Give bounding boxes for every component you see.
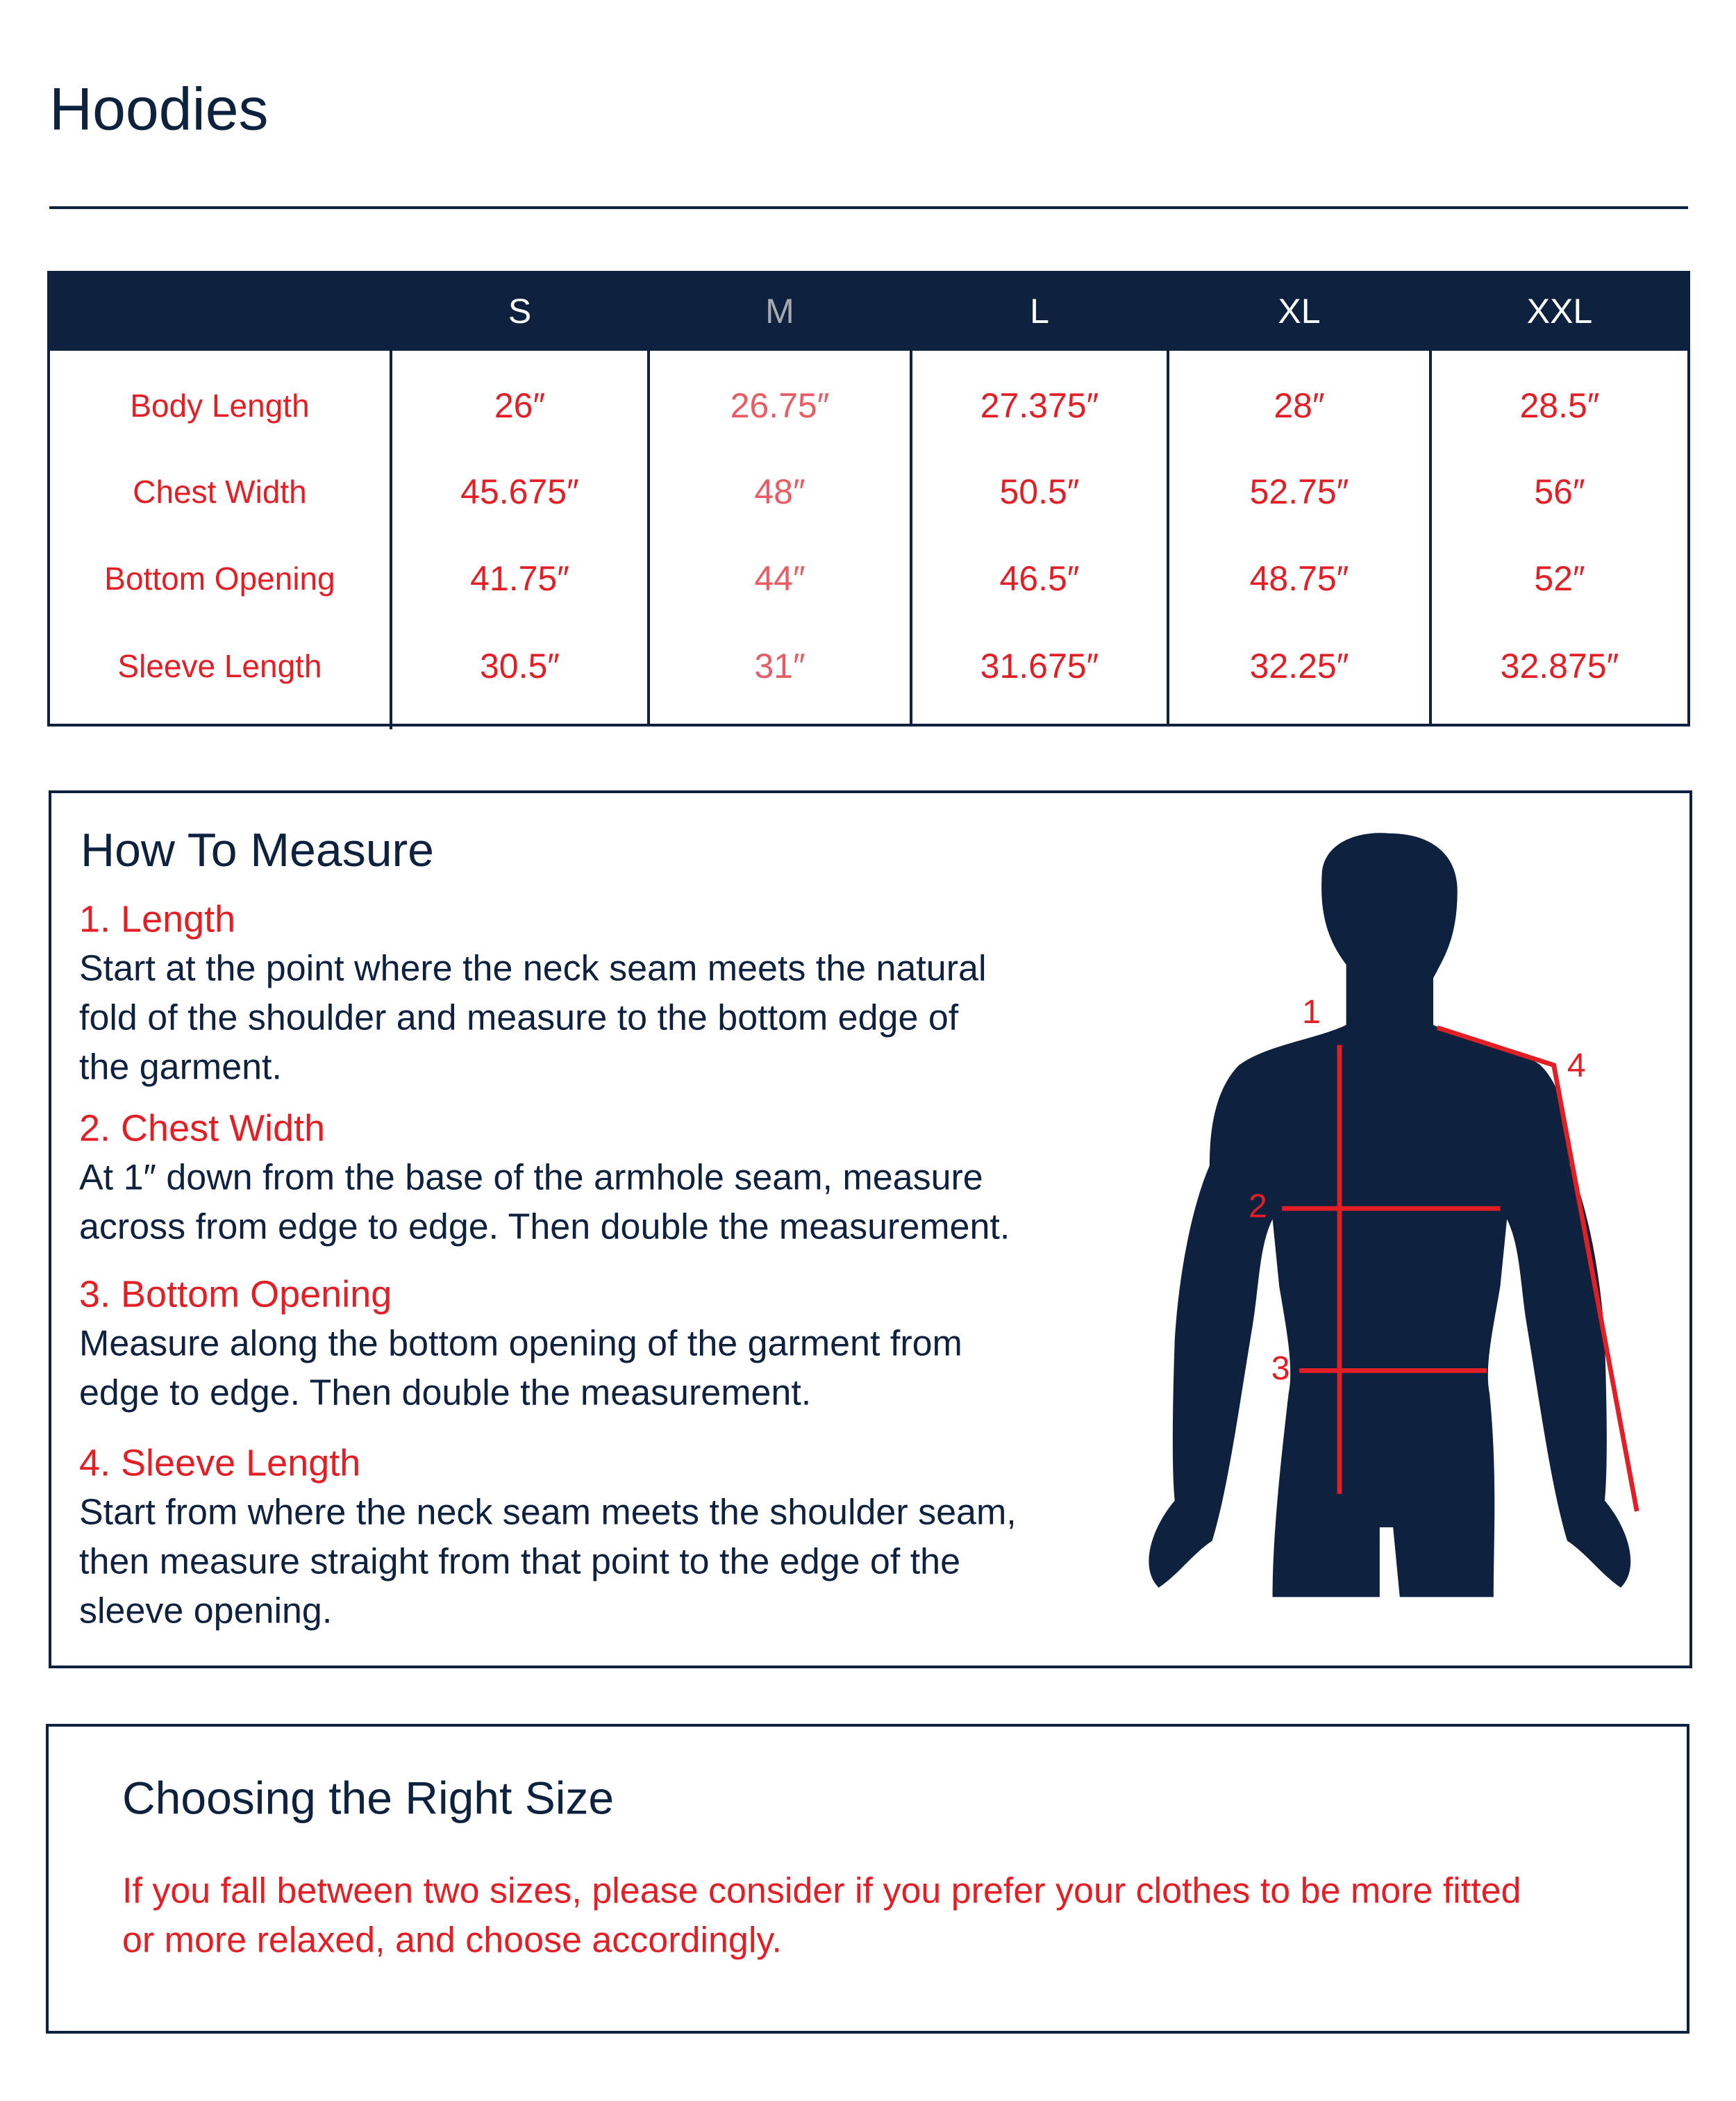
choosing-title: Choosing the Right Size [122, 1772, 614, 1823]
size-value: 52.75″ [1250, 472, 1349, 511]
size-header: L [1030, 292, 1049, 331]
size-value: 44″ [754, 559, 805, 598]
choosing-line: If you fall between two sizes, please co… [122, 1871, 1521, 1911]
size-value: 32.875″ [1501, 647, 1619, 686]
size-header: XL [1278, 292, 1320, 331]
size-header: S [508, 292, 531, 331]
size-value: 32.25″ [1250, 647, 1349, 686]
size-table: S M L XL XXL Body Length 26″ 26.75″ 27.375″ 28″ 28… [47, 271, 1690, 729]
measure-instructions: 1. Length Start at the point where the ne… [79, 898, 1017, 1631]
item-heading: 4. Sleeve Length [79, 1442, 360, 1484]
item-text: then measure straight from that point to… [79, 1542, 960, 1582]
sleeve-line [1436, 1025, 1639, 1512]
item-heading: 1. Length [79, 898, 235, 940]
size-value: 48″ [754, 472, 805, 511]
size-value: 56″ [1534, 472, 1585, 511]
row-label: Sleeve Length [117, 648, 322, 684]
figure-label: 4 [1567, 1047, 1586, 1084]
item-text: At 1″ down from the base of the armhole … [79, 1158, 983, 1198]
size-value: 48.75″ [1250, 559, 1349, 598]
row-label: Bottom Opening [104, 560, 335, 597]
choosing-line: or more relaxed, and choose accordingly. [122, 1920, 782, 1961]
size-value: 52″ [1534, 559, 1585, 598]
size-value: 27.375″ [980, 386, 1099, 425]
item-text: sleeve opening. [79, 1591, 332, 1631]
item-text: the garment. [79, 1047, 282, 1088]
size-value: 41.75″ [470, 559, 569, 598]
body-silhouette [1149, 833, 1631, 1597]
size-value: 26″ [494, 386, 545, 425]
item-text: across from edge to edge. Then double th… [79, 1207, 1010, 1247]
measure-title: How To Measure [81, 824, 434, 877]
item-text: Measure along the bottom opening of the … [79, 1324, 962, 1364]
size-header: XXL [1527, 292, 1593, 331]
measure-box [49, 790, 1692, 1668]
item-text: fold of the shoulder and measure to the … [79, 998, 959, 1038]
row-label: Chest Width [133, 474, 307, 510]
size-value: 31.675″ [980, 647, 1099, 686]
figure-label: 1 [1302, 993, 1321, 1031]
item-text: edge to edge. Then double the measuremen… [79, 1373, 811, 1413]
size-value: 28.5″ [1519, 386, 1599, 425]
size-value: 45.675″ [460, 472, 579, 511]
size-value: 50.5″ [999, 472, 1079, 511]
table-header [49, 272, 1689, 351]
size-value: 28″ [1274, 386, 1324, 425]
size-header: M [765, 292, 794, 331]
item-heading: 3. Bottom Opening [79, 1273, 392, 1315]
row-label: Body Length [130, 388, 309, 424]
figure-label: 3 [1271, 1350, 1290, 1387]
item-text: Start at the point where the neck seam m… [79, 949, 987, 989]
size-value: 46.5″ [999, 559, 1079, 598]
figure: 1 2 3 4 [1149, 833, 1639, 1597]
item-heading: 2. Chest Width [79, 1107, 325, 1149]
size-value: 30.5″ [480, 647, 560, 686]
size-value: 26.75″ [731, 386, 830, 425]
choosing-box [46, 1724, 1689, 2034]
choosing-text: If you fall between two sizes, please co… [122, 1871, 1521, 1961]
figure-label: 2 [1249, 1188, 1267, 1225]
item-text: Start from where the neck seam meets the… [79, 1493, 1017, 1533]
page-title: Hoodies [49, 76, 269, 143]
size-value: 31″ [754, 647, 805, 686]
